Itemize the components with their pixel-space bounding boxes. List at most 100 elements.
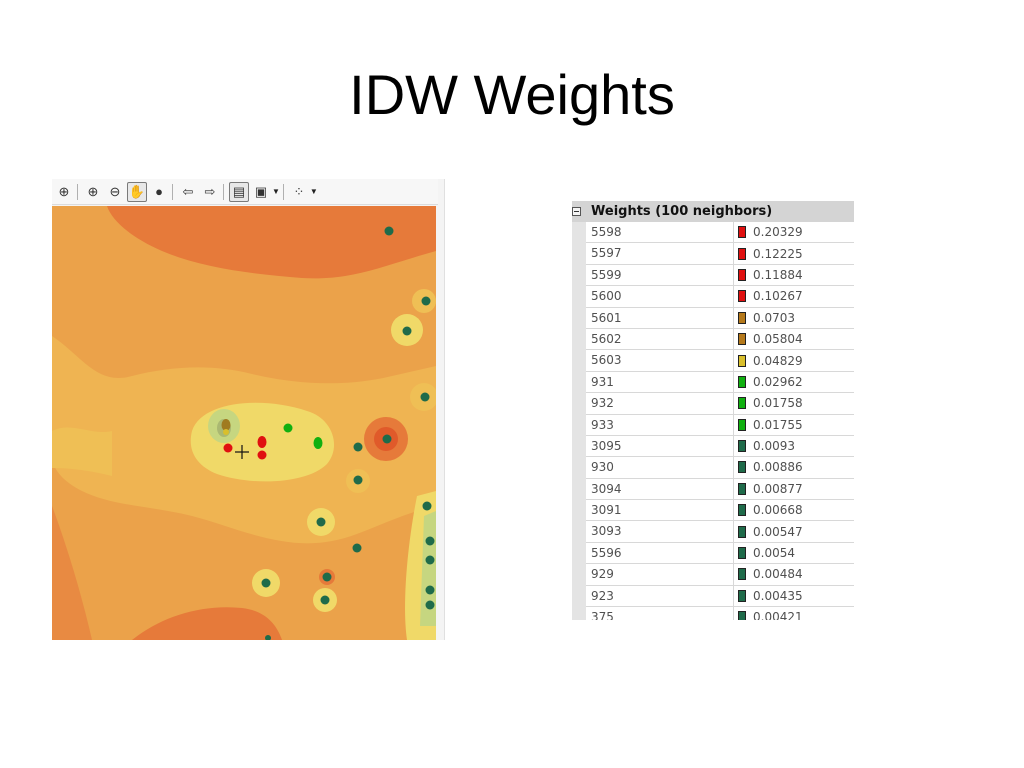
table-row[interactable]: 5603 0.04829 <box>586 350 854 372</box>
weight-cell: 0.0093 <box>734 436 795 456</box>
table-row[interactable]: 5600 0.10267 <box>586 286 854 308</box>
map-point[interactable] <box>223 429 229 435</box>
map-point[interactable] <box>353 442 363 452</box>
weight-cell: 0.00886 <box>734 457 803 477</box>
map-point[interactable] <box>382 434 392 444</box>
table-row[interactable]: 3091 0.00668 <box>586 500 854 522</box>
map-point[interactable] <box>261 578 271 588</box>
weight-value: 0.00547 <box>753 524 803 539</box>
map-point[interactable] <box>421 296 431 306</box>
table-row[interactable]: 933 0.01755 <box>586 414 854 436</box>
zoom-in-icon[interactable]: ⊕ <box>87 183 99 199</box>
weight-value: 0.01755 <box>753 417 803 432</box>
color-swatch <box>738 375 746 388</box>
table-row[interactable]: 5602 0.05804 <box>586 328 854 351</box>
table-row[interactable]: 5596 0.0054 <box>586 542 854 565</box>
crosshair-icon <box>235 445 249 459</box>
neighbor-id-cell: 3094 <box>586 478 734 500</box>
map-point[interactable] <box>283 423 293 433</box>
slide-title: IDW Weights <box>349 63 675 126</box>
neighbor-id-cell: 5602 <box>586 328 734 350</box>
neighbor-id-cell: 5598 <box>586 222 734 243</box>
color-swatch <box>738 247 746 260</box>
table-row[interactable]: 923 0.00435 <box>586 585 854 608</box>
weights-table-header: Weights (100 neighbors) <box>572 201 854 222</box>
weight-value: 0.00435 <box>753 588 803 603</box>
neighbor-id-cell: 5597 <box>586 243 734 264</box>
weight-cell: 0.00435 <box>734 586 803 606</box>
back-arrow-icon[interactable]: ⇦ <box>182 183 194 199</box>
color-swatch <box>738 418 746 431</box>
neighbor-id-cell: 931 <box>586 371 734 393</box>
weight-value: 0.0703 <box>753 310 795 325</box>
map-point[interactable] <box>402 326 412 336</box>
table-row[interactable]: 931 0.02962 <box>586 371 854 394</box>
neighbor-id-cell: 3093 <box>586 521 734 542</box>
chevron-down-icon[interactable]: ▼ <box>309 187 318 196</box>
map-point[interactable] <box>221 419 231 431</box>
weight-cell: 0.12225 <box>734 243 803 263</box>
weight-cell: 0.00877 <box>734 479 803 499</box>
weights-table-title: Weights (100 neighbors) <box>591 204 773 219</box>
neighbor-id-cell: 375 <box>586 607 734 620</box>
neighbor-id-cell: 929 <box>586 564 734 585</box>
table-row[interactable]: 3093 0.00547 <box>586 521 854 543</box>
pan-hand-icon[interactable]: ✋ <box>127 181 147 202</box>
weight-value: 0.20329 <box>753 225 803 240</box>
zoom-out-icon[interactable]: ⊖ <box>109 183 121 199</box>
color-swatch <box>738 268 746 281</box>
map-point[interactable] <box>313 437 323 449</box>
map-point[interactable] <box>425 536 435 546</box>
neighbor-id-cell: 5601 <box>586 307 734 328</box>
table-row[interactable]: 3094 0.00877 <box>586 478 854 501</box>
neighbor-id-cell: 5599 <box>586 264 734 286</box>
color-swatch <box>738 525 746 538</box>
table-row[interactable]: 930 0.00886 <box>586 457 854 479</box>
table-row[interactable]: 929 0.00484 <box>586 564 854 586</box>
map-point[interactable] <box>425 555 435 565</box>
table-row[interactable]: 5597 0.12225 <box>586 243 854 265</box>
map-point[interactable] <box>353 475 363 485</box>
toolbar-separator <box>223 183 224 200</box>
full-extent-icon[interactable]: ⊕ <box>58 183 70 199</box>
weight-cell: 0.11884 <box>734 265 803 285</box>
table-row[interactable]: 932 0.01758 <box>586 393 854 415</box>
table-row[interactable]: 3095 0.0093 <box>586 435 854 458</box>
color-swatch <box>738 290 746 303</box>
color-swatch <box>738 333 746 346</box>
map-point[interactable] <box>316 517 326 527</box>
color-swatch <box>738 589 746 602</box>
globe-icon[interactable]: ● <box>155 184 163 199</box>
map-point[interactable] <box>352 543 362 553</box>
map-point[interactable] <box>223 443 233 453</box>
map-point[interactable] <box>322 572 332 582</box>
idw-surface-map[interactable] <box>52 206 436 640</box>
map-point[interactable] <box>425 585 435 595</box>
toolbar-separator <box>282 183 284 200</box>
neighbor-id-cell: 3091 <box>586 500 734 521</box>
chevron-down-icon[interactable]: ▼ <box>272 187 280 196</box>
map-view[interactable] <box>52 206 436 640</box>
map-point[interactable] <box>422 501 432 511</box>
table-row[interactable]: 5599 0.11884 <box>586 264 854 287</box>
map-point[interactable] <box>265 635 271 640</box>
map-layers-icon[interactable]: ▣ <box>254 183 268 199</box>
table-row[interactable]: 5601 0.0703 <box>586 307 854 329</box>
table-row[interactable]: 5598 0.20329 <box>586 222 854 244</box>
map-point[interactable] <box>320 595 330 605</box>
map-point[interactable] <box>425 600 435 610</box>
map-point[interactable] <box>257 450 267 460</box>
forward-arrow-icon[interactable]: ⇨ <box>204 183 216 199</box>
collapse-icon[interactable] <box>572 207 581 216</box>
map-point[interactable] <box>257 436 267 448</box>
weights-table: Weights (100 neighbors) 5598 0.20329 5597 0… <box>572 201 854 620</box>
color-swatch <box>738 311 746 324</box>
map-point[interactable] <box>420 392 430 402</box>
layer-list-icon[interactable]: ▤ <box>229 181 249 202</box>
weight-value: 0.11884 <box>753 267 803 282</box>
map-point[interactable] <box>384 226 394 236</box>
points-tool-icon[interactable]: ⁘ <box>293 183 305 199</box>
neighbor-id-cell: 930 <box>586 457 734 478</box>
table-row[interactable]: 375 0.00421 <box>586 607 854 620</box>
sample-points <box>221 226 435 640</box>
